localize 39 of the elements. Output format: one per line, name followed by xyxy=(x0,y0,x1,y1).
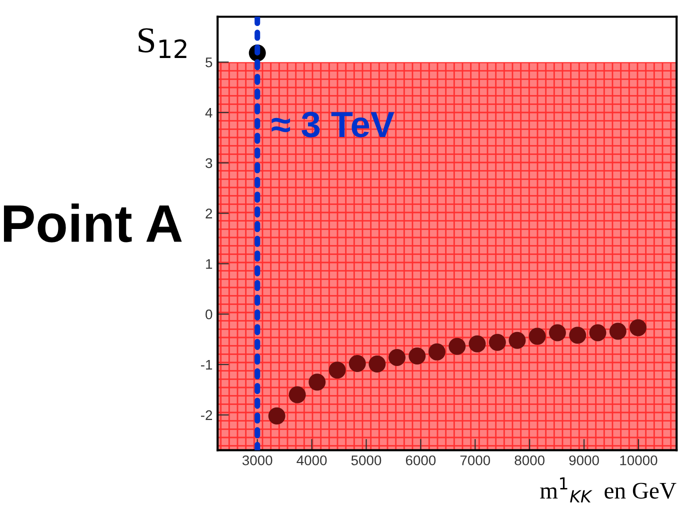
x-tick-label: 8000 xyxy=(514,455,544,466)
x-tick-label: 5000 xyxy=(351,455,382,466)
y-tick-label: 3 xyxy=(206,158,212,168)
x-tick-label: 9000 xyxy=(569,455,599,466)
point xyxy=(630,319,647,336)
y-tick-label: -2 xyxy=(201,410,212,420)
x-tick-label: 3000 xyxy=(242,455,272,466)
point xyxy=(288,386,306,404)
point xyxy=(368,356,386,373)
point xyxy=(488,334,506,351)
x-tick-label: 7000 xyxy=(460,455,490,466)
ref-line-label: ≈ 3 TeV xyxy=(272,112,394,138)
point xyxy=(348,355,366,372)
point xyxy=(388,348,406,366)
point xyxy=(528,328,546,345)
y-tick-label: 4 xyxy=(205,108,212,118)
x-axis-title: m$^{1}$$_{KK}$ en GeV xyxy=(540,477,676,502)
point xyxy=(468,335,486,352)
point xyxy=(428,343,446,360)
text: Point A xyxy=(4,204,182,242)
point xyxy=(408,347,426,364)
y-tick-label: 1 xyxy=(206,259,212,269)
y-tick-label: -1 xyxy=(201,360,212,370)
x-tick-label: 4000 xyxy=(296,455,327,466)
y-tick-label: 5 xyxy=(206,58,212,68)
point xyxy=(548,324,566,342)
x-tick-label: 6000 xyxy=(406,455,436,466)
point xyxy=(609,322,626,340)
point xyxy=(268,407,286,424)
point xyxy=(569,326,586,344)
y-tick-label: 0 xyxy=(206,309,212,320)
point xyxy=(589,324,606,342)
x-tick-label: 10000 xyxy=(620,455,658,466)
y-axis-title: S$_{12}$ xyxy=(138,28,186,58)
point xyxy=(328,362,346,379)
y-tick-label: 2 xyxy=(206,208,212,218)
point xyxy=(448,338,466,355)
point xyxy=(508,332,526,349)
point xyxy=(308,374,326,391)
